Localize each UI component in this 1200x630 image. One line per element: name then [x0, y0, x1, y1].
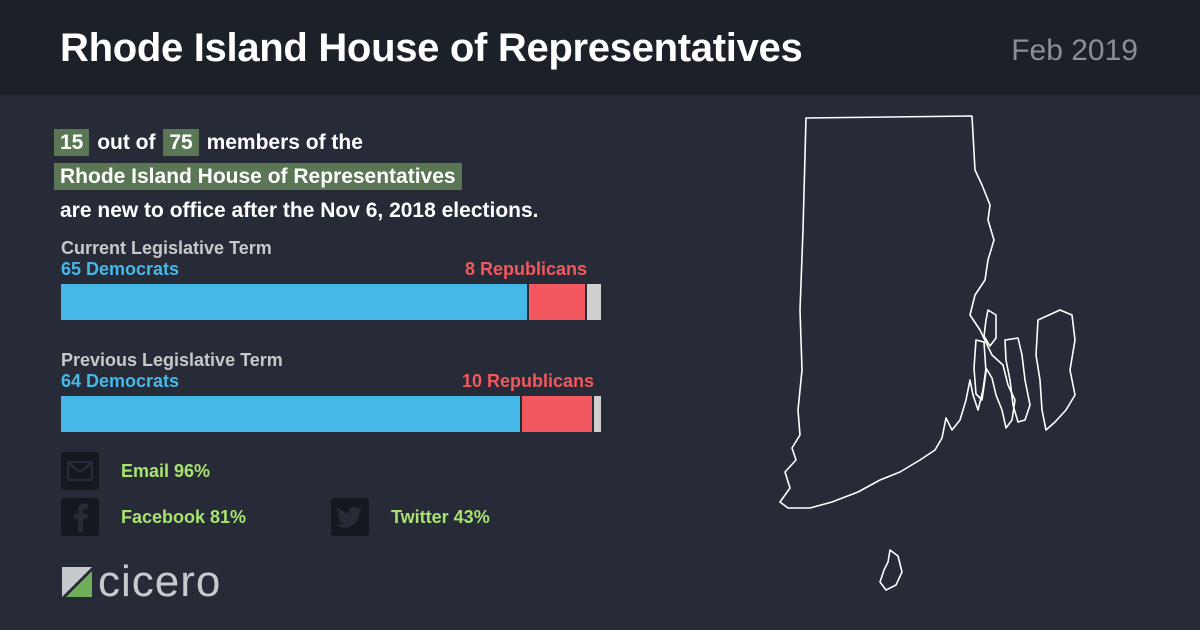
conanicut-island-outline	[973, 339, 987, 401]
facebook-icon	[61, 498, 99, 536]
sakonnet-peninsula-outline	[1035, 309, 1076, 431]
headline-line-1: 15 out of 75 members of the	[54, 126, 674, 160]
logo-text: cicero	[98, 557, 222, 606]
bar-segment-dem	[61, 284, 527, 320]
date-label: Feb 2019	[1011, 34, 1138, 67]
previous-rep-count: 10 Republicans	[461, 371, 594, 391]
headline-line-3: are new to office after the Nov 6, 2018 …	[60, 199, 539, 222]
previous-term-counts: 64 Democrats 10 Republicans	[61, 371, 601, 393]
aquidneck-island-outline	[1004, 337, 1031, 423]
headline-out-of: out of	[97, 131, 156, 154]
email-stat: Email 96%	[61, 452, 210, 490]
twitter-icon	[331, 498, 369, 536]
previous-term-chart: Previous Legislative Term 64 Democrats 1…	[61, 350, 601, 432]
current-term-title: Current Legislative Term	[61, 238, 272, 258]
bar-segment-rep	[529, 284, 585, 320]
cicero-logo-mark	[62, 567, 92, 597]
headline-line-2: Rhode Island House of Representatives	[54, 160, 674, 194]
headline: 15 out of 75 members of the Rhode Island…	[54, 126, 674, 228]
cicero-logo: cicero	[62, 560, 221, 604]
current-rep-count: 8 Republicans	[464, 259, 587, 279]
bar-segment-other	[594, 396, 601, 432]
envelope-icon	[61, 452, 99, 490]
current-dem-count: 65 Democrats	[61, 259, 180, 279]
previous-dem-count: 64 Democrats	[61, 371, 180, 391]
bar-segment-dem	[61, 396, 520, 432]
headline-members-of: members of the	[206, 131, 363, 154]
twitter-label: Twitter 43%	[391, 506, 490, 527]
header-bar: Rhode Island House of Representatives Fe…	[0, 0, 1200, 95]
block-island-outline	[879, 549, 903, 591]
prudence-island-outline	[983, 309, 997, 347]
facebook-stat: Facebook 81%	[61, 498, 246, 536]
page-title: Rhode Island House of Representatives	[60, 26, 803, 70]
rhode-island-mainland-outline	[779, 115, 1016, 509]
total-members-count: 75	[163, 129, 199, 156]
previous-term-bar	[61, 396, 601, 432]
email-label: Email 96%	[121, 460, 211, 481]
bar-segment-rep	[522, 396, 592, 432]
facebook-label: Facebook 81%	[121, 506, 247, 527]
rhode-island-map	[779, 115, 1076, 591]
current-term-counts: 65 Democrats 8 Republicans	[61, 259, 601, 281]
twitter-stat: Twitter 43%	[331, 498, 490, 536]
bar-segment-other	[587, 284, 601, 320]
current-term-bar	[61, 284, 601, 320]
previous-term-title: Previous Legislative Term	[61, 350, 283, 370]
legislature-name: Rhode Island House of Representatives	[54, 163, 462, 190]
current-term-chart: Current Legislative Term 65 Democrats 8 …	[61, 238, 601, 320]
new-members-count: 15	[54, 129, 90, 156]
